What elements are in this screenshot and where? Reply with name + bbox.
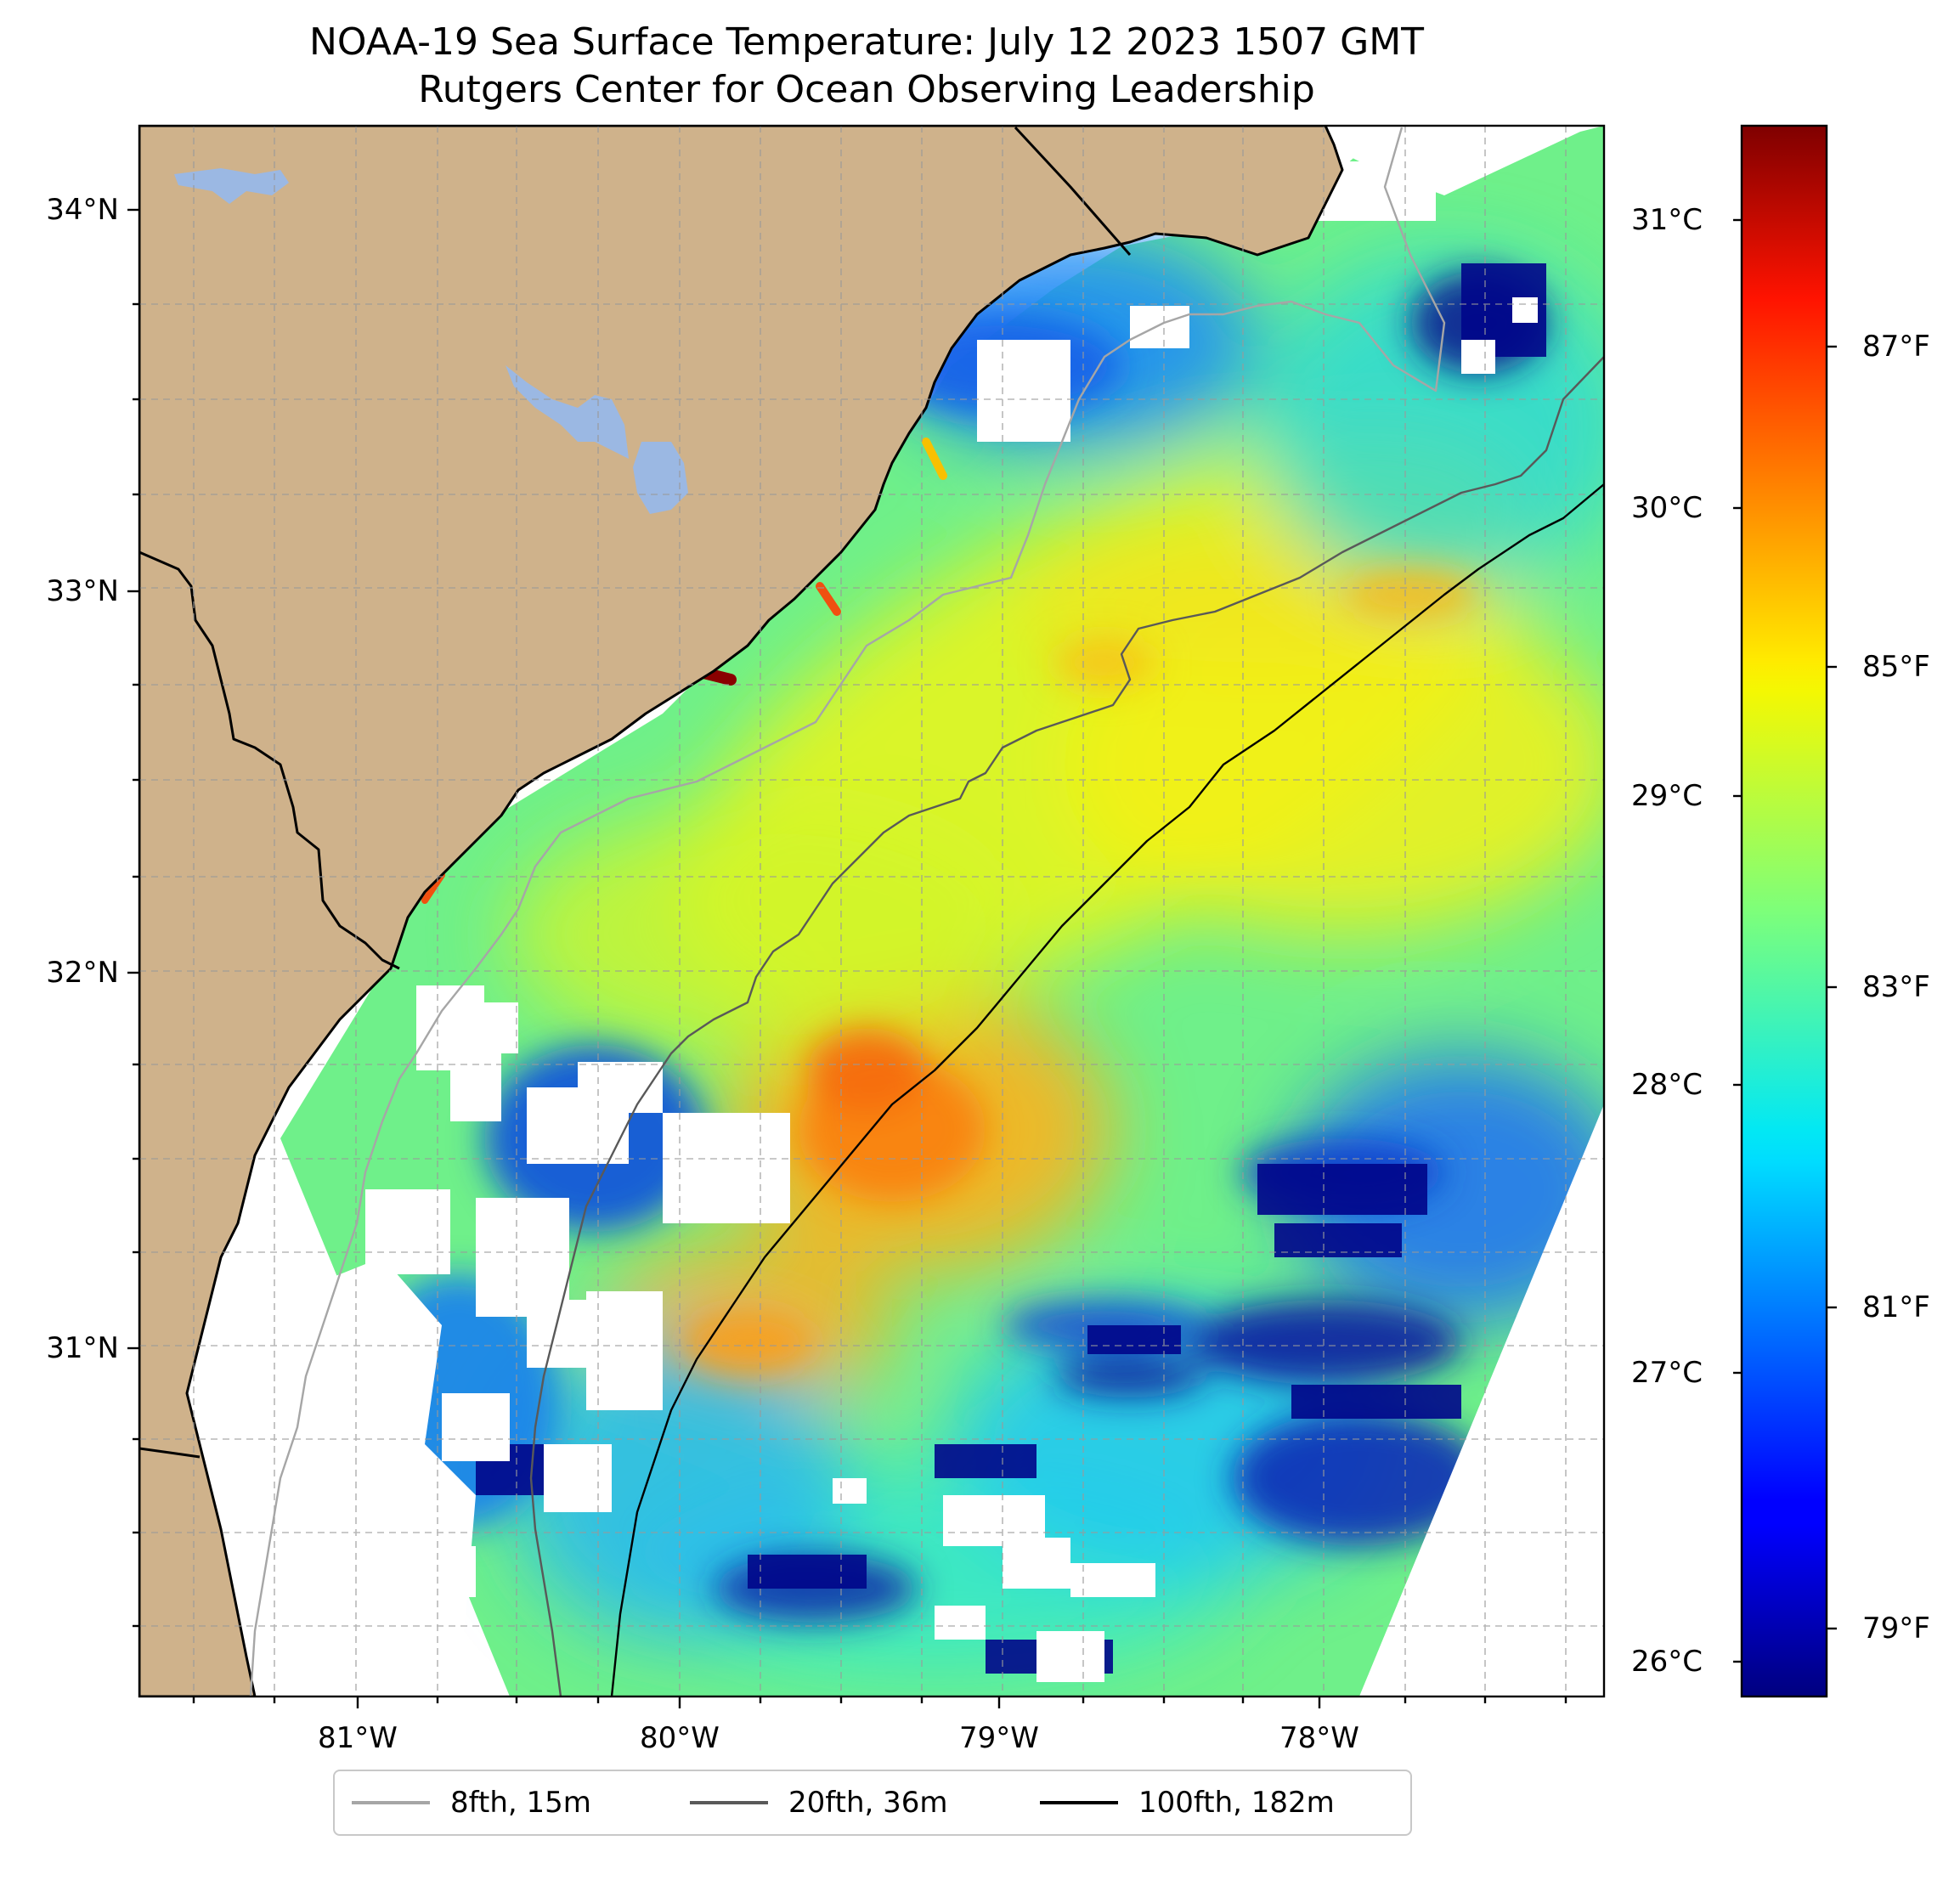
gridlines	[139, 126, 1604, 1697]
legend-swatch-100fth	[1040, 1801, 1118, 1804]
map-title: NOAA-19 Sea Surface Temperature: July 12…	[308, 20, 1425, 64]
map-subtitle: Rutgers Center for Ocean Observing Leade…	[418, 68, 1315, 111]
colorbar-gradient	[1740, 124, 1828, 1698]
cbar-label-87f: 87°F	[1862, 330, 1930, 364]
cloud-mask	[255, 161, 1538, 1697]
lon-label-78w: 78°W	[1279, 1721, 1359, 1755]
cbar-label-31c: 31°C	[1631, 203, 1703, 237]
lon-label-80w: 80°W	[640, 1721, 720, 1755]
lon-label-81w: 81°W	[318, 1721, 398, 1755]
lat-label-34n: 34°N	[46, 193, 119, 227]
contour-20fth	[529, 356, 1604, 1697]
cbar-label-29c: 29°C	[1631, 779, 1703, 813]
state-borders	[139, 126, 1132, 1459]
legend-item-100fth: 100fth, 182m	[1040, 1771, 1335, 1834]
axis-ticks	[127, 208, 1567, 1708]
cbar-label-81f: 81°F	[1862, 1290, 1930, 1324]
cbar-label-83f: 83°F	[1862, 970, 1930, 1004]
cbar-label-30c: 30°C	[1631, 491, 1703, 525]
lat-label-33n: 33°N	[46, 574, 119, 608]
cbar-label-27c: 27°C	[1631, 1356, 1703, 1390]
legend-item-8fth: 8fth, 15m	[352, 1771, 591, 1834]
legend-label-8fth: 8fth, 15m	[450, 1786, 591, 1820]
cbar-label-28c: 28°C	[1631, 1068, 1703, 1102]
lat-label-31n: 31°N	[46, 1331, 119, 1365]
legend-label-20fth: 20fth, 36m	[788, 1786, 948, 1820]
contour-100fth	[610, 483, 1604, 1697]
colorbar	[1733, 124, 1837, 1698]
legend-label-100fth: 100fth, 182m	[1138, 1786, 1335, 1820]
colorbar-ticks	[1733, 218, 1837, 1663]
cbar-label-79f: 79°F	[1862, 1612, 1930, 1646]
contour-legend: 8fth, 15m 20fth, 36m 100fth, 182m	[333, 1770, 1412, 1836]
cbar-label-26c: 26°C	[1631, 1645, 1703, 1679]
contour-8fth	[249, 127, 1446, 1697]
legend-swatch-20fth	[690, 1801, 768, 1804]
legend-swatch-8fth	[352, 1801, 430, 1804]
lat-label-32n: 32°N	[46, 956, 119, 990]
inland-lakes	[174, 168, 688, 514]
cbar-label-85f: 85°F	[1862, 650, 1930, 684]
lon-label-79w: 79°W	[959, 1721, 1039, 1755]
legend-item-20fth: 20fth, 36m	[690, 1771, 948, 1834]
map-frame	[138, 124, 1606, 1698]
